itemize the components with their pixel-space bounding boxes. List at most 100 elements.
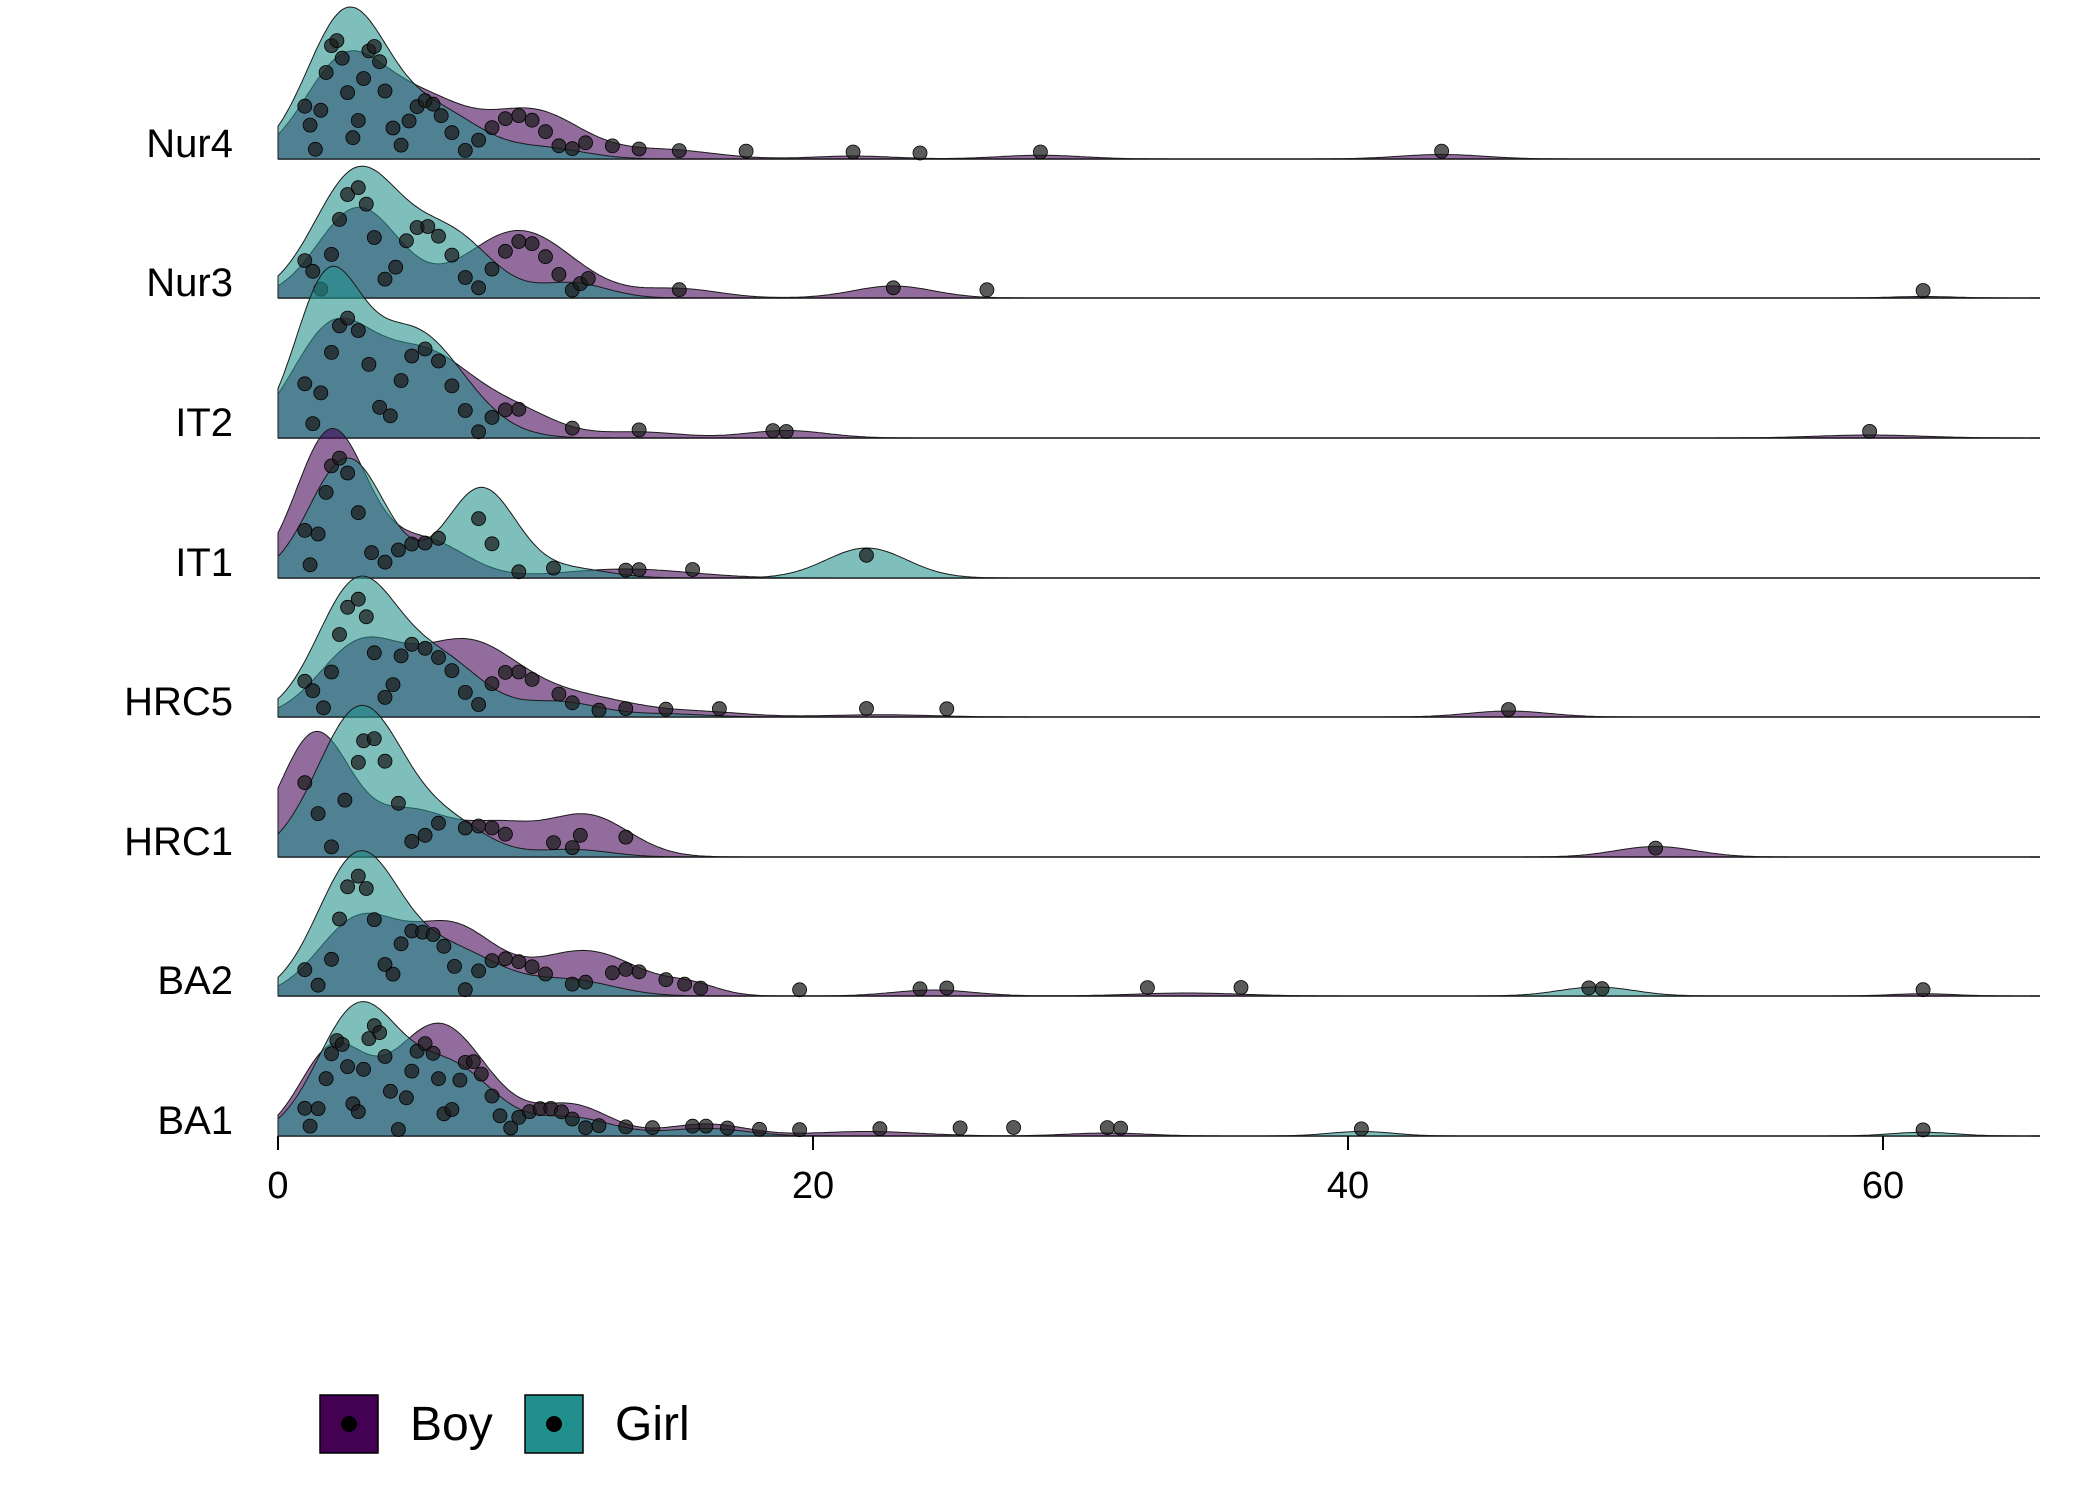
data-point	[307, 141, 323, 157]
data-point	[511, 664, 527, 680]
data-point	[1434, 143, 1449, 159]
data-point	[431, 815, 446, 831]
data-point	[302, 557, 318, 573]
data-point	[497, 111, 513, 127]
y-tick-label: HRC5	[124, 680, 233, 724]
data-point	[377, 271, 393, 287]
data-point	[305, 683, 321, 699]
data-point	[631, 141, 647, 157]
data-point	[618, 562, 634, 578]
data-point	[431, 1071, 446, 1087]
data-point	[457, 270, 473, 285]
data-point	[385, 966, 401, 982]
x-axis: 0 20 40 60	[267, 1136, 1904, 1207]
ridge-hrc1	[277, 704, 2040, 858]
data-point	[859, 547, 874, 563]
data-point	[503, 1120, 519, 1136]
data-point	[297, 775, 313, 791]
data-point	[324, 664, 339, 680]
data-point	[578, 135, 593, 151]
data-point	[524, 672, 540, 687]
data-point	[372, 1025, 388, 1040]
data-point	[685, 1118, 700, 1134]
data-point	[332, 211, 347, 227]
legend: Boy Girl	[319, 1394, 690, 1454]
data-point	[444, 378, 460, 394]
data-point	[564, 840, 580, 855]
data-point	[433, 108, 449, 124]
data-point	[324, 344, 339, 360]
data-point	[471, 280, 487, 296]
data-point	[492, 1108, 508, 1124]
ridges-layer	[277, 6, 2040, 1138]
data-point	[1862, 423, 1877, 439]
data-point	[591, 1118, 607, 1133]
data-point	[350, 1104, 366, 1119]
data-point	[457, 982, 473, 998]
x-tick-label: 40	[1327, 1165, 1369, 1207]
data-point	[551, 138, 567, 154]
data-point	[872, 1121, 888, 1137]
data-point	[358, 196, 374, 212]
data-point	[452, 1072, 468, 1088]
data-point	[845, 144, 861, 160]
data-point	[471, 818, 487, 834]
data-point	[332, 911, 347, 927]
data-point	[297, 523, 313, 538]
data-point	[473, 1066, 489, 1082]
data-point	[564, 1111, 580, 1127]
data-point	[390, 542, 406, 558]
density-boy	[277, 317, 2031, 439]
data-point	[366, 230, 382, 245]
data-point	[511, 108, 527, 123]
data-point	[457, 403, 473, 418]
data-point	[305, 263, 321, 279]
density-boy	[277, 730, 2031, 858]
data-point	[350, 113, 366, 128]
data-point	[431, 228, 446, 244]
data-point	[939, 701, 955, 717]
data-point	[658, 972, 674, 988]
data-point	[404, 1063, 420, 1079]
ridge-ba2	[277, 850, 2040, 998]
data-point	[538, 249, 553, 265]
data-point	[345, 130, 361, 146]
data-point	[564, 695, 580, 711]
data-point	[377, 83, 393, 99]
data-point	[551, 686, 567, 702]
data-point	[350, 868, 366, 884]
data-point	[393, 373, 409, 388]
legend-label: Boy	[410, 1398, 493, 1451]
data-point	[340, 187, 356, 202]
data-point	[297, 376, 313, 392]
data-point	[358, 881, 374, 896]
data-point	[524, 236, 540, 252]
x-tick-label: 60	[1862, 1165, 1904, 1207]
data-point	[436, 938, 452, 954]
data-point	[1113, 1120, 1128, 1136]
data-point	[377, 554, 393, 570]
data-point	[417, 640, 433, 656]
data-point	[318, 65, 334, 80]
data-point	[372, 54, 388, 70]
data-point	[578, 1120, 593, 1136]
data-point	[318, 484, 334, 500]
data-point	[497, 826, 513, 842]
data-point	[765, 423, 781, 439]
legend-item-girl: Girl	[524, 1394, 690, 1454]
data-point	[497, 951, 513, 967]
data-point	[618, 1119, 634, 1135]
data-point	[313, 102, 329, 118]
data-point	[297, 253, 313, 269]
data-point	[297, 673, 313, 689]
data-point	[340, 310, 356, 326]
data-point	[310, 1101, 326, 1116]
legend-item-boy: Boy	[319, 1394, 493, 1454]
data-point	[792, 982, 807, 998]
data-point	[313, 385, 329, 401]
data-point	[578, 974, 593, 990]
data-point	[377, 957, 393, 972]
legend-key-point	[341, 1416, 357, 1432]
data-point	[316, 700, 331, 716]
data-point	[305, 416, 321, 432]
